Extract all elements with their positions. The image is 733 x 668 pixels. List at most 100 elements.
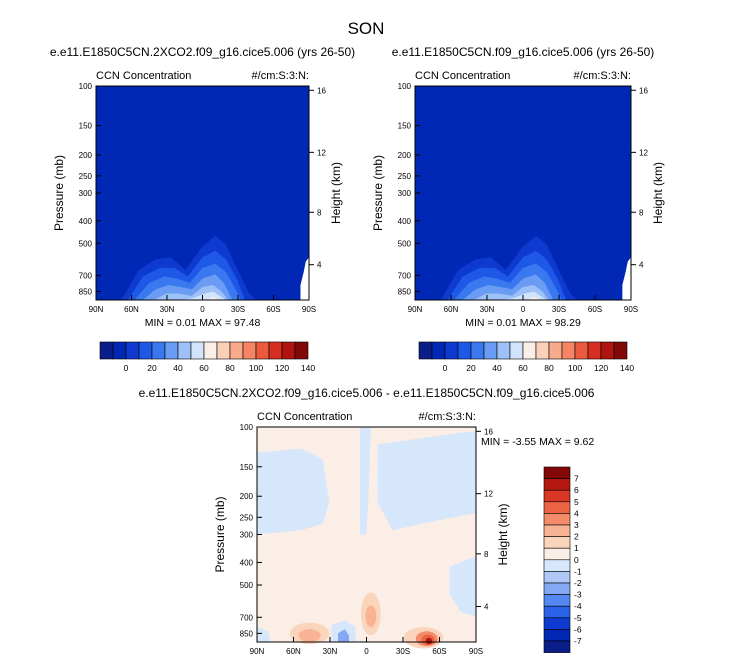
colorbar-label: 120 (275, 363, 289, 373)
colorbar-swatch (543, 478, 571, 491)
colorbar-label: -4 (574, 601, 582, 611)
y2-tick-label: 16 (484, 427, 493, 436)
y-tick-label: 850 (398, 287, 412, 296)
y-tick-label: 300 (79, 189, 93, 198)
y-tick-label: 250 (79, 172, 93, 181)
colorbar-label: 1 (574, 543, 579, 553)
colorbar-swatch (522, 341, 537, 360)
y2-axis-label: Height (km) (496, 503, 510, 565)
missing-data-area (622, 257, 631, 300)
colorbar-label: -5 (574, 613, 582, 623)
y-tick-label: 500 (240, 581, 254, 590)
contour-band (365, 605, 377, 627)
x-tick-label: 90N (408, 305, 423, 314)
colorbar-swatch (457, 341, 472, 360)
colorbar-label: 40 (173, 363, 183, 373)
min-max-label: MIN = 0.01 MAX = 98.29 (465, 317, 581, 329)
colorbar-swatch (268, 341, 283, 360)
colorbar-swatch (177, 341, 192, 360)
contour-band (527, 296, 541, 300)
colorbar-swatch (99, 341, 114, 360)
x-tick-label: 0 (364, 647, 369, 656)
colorbar-swatch (543, 501, 571, 514)
colorbar-swatch (125, 341, 140, 360)
heatmap-panel: e.e11.E1850C5CN.2XCO2.f09_g16.cice5.006 … (50, 45, 355, 373)
colorbar-swatch (242, 341, 257, 360)
x-tick-label: 30N (323, 647, 338, 656)
contour-band (257, 448, 330, 535)
colorbar-label: 6 (574, 485, 579, 495)
x-tick-label: 30S (552, 305, 566, 314)
colorbar-swatch (543, 489, 571, 503)
colorbar-label: 0 (124, 363, 129, 373)
colorbar-swatch (164, 341, 179, 360)
contour-band (449, 556, 476, 617)
y2-tick-label: 16 (639, 86, 648, 95)
contour-band (377, 431, 476, 531)
x-tick-label: 30S (396, 647, 410, 656)
colorbar-label: 2 (574, 532, 579, 542)
colorbar-swatch (190, 341, 205, 360)
y-tick-label: 500 (79, 239, 93, 248)
colorbar-label: 4 (574, 508, 579, 518)
colorbar-label: 60 (518, 363, 528, 373)
colorbar-swatch (543, 571, 571, 584)
colorbar-label: -7 (574, 636, 582, 646)
colorbar-swatch (229, 341, 244, 360)
x-tick-label: 90S (624, 305, 638, 314)
colorbar-label: 20 (466, 363, 476, 373)
page-title: SON (348, 19, 385, 38)
y-tick-label: 850 (79, 287, 93, 296)
colorbar-swatch (112, 341, 127, 360)
colorbar-swatch (431, 341, 446, 360)
colorbar-swatch (418, 341, 433, 360)
y2-tick-label: 8 (639, 208, 644, 217)
contour-band (338, 629, 349, 642)
x-tick-label: 0 (200, 305, 205, 314)
colorbar-label: 140 (620, 363, 634, 373)
y-axis-label: Pressure (mb) (52, 155, 66, 231)
colorbar-swatch (600, 341, 615, 360)
colorbar-swatch (543, 605, 571, 619)
colorbar-swatch (483, 341, 498, 360)
x-tick-label: 60S (266, 305, 280, 314)
contour-band (425, 637, 433, 645)
y-tick-label: 850 (240, 629, 254, 638)
difference-panel: e.e11.E1850C5CN.2XCO2.f09_g16.cice5.006 … (139, 386, 595, 656)
colorbar-label: 80 (225, 363, 235, 373)
y-tick-label: 200 (398, 151, 412, 160)
colorbar-swatch (444, 341, 459, 360)
x-tick-label: 90S (302, 305, 316, 314)
y-tick-label: 700 (240, 613, 254, 622)
colorbar-label: 0 (443, 363, 448, 373)
y2-tick-label: 16 (317, 86, 326, 95)
colorbar-swatch (543, 547, 571, 561)
heatmap-panel: e.e11.E1850C5CN.f09_g16.cice5.006 (yrs 2… (371, 45, 665, 373)
min-max-label: MIN = 0.01 MAX = 97.48 (145, 317, 261, 329)
colorbar-label: 40 (492, 363, 502, 373)
colorbar-swatch (543, 582, 571, 595)
x-tick-label: 30N (480, 305, 495, 314)
colorbar-label: 7 (574, 474, 579, 484)
x-tick-label: 30S (231, 305, 245, 314)
colorbar-label: -3 (574, 590, 582, 600)
y2-tick-label: 12 (639, 148, 648, 157)
colorbar-swatch (543, 629, 571, 642)
colorbar-swatch (543, 640, 571, 653)
colorbar-swatch (543, 524, 571, 537)
y2-tick-label: 8 (484, 550, 489, 559)
y-tick-label: 400 (79, 217, 93, 226)
x-tick-label: 0 (521, 305, 526, 314)
field-label: CCN Concentration (257, 411, 352, 423)
colorbar-label: 140 (301, 363, 315, 373)
colorbar-label: -6 (574, 624, 582, 634)
x-tick-label: 60N (286, 647, 301, 656)
colorbar-swatch (613, 341, 628, 360)
y-axis-label: Pressure (mb) (371, 155, 385, 231)
colorbar-label: 20 (147, 363, 157, 373)
colorbar-swatch (203, 341, 218, 360)
contour-band (298, 629, 321, 642)
colorbar-swatch (535, 341, 550, 360)
colorbar-swatch (574, 341, 589, 360)
y2-tick-label: 4 (484, 603, 489, 612)
